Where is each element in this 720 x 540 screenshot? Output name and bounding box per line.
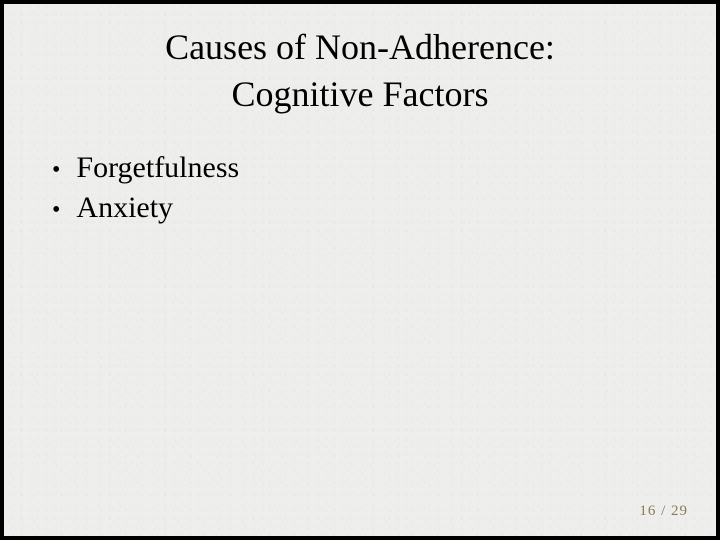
page-total: 29 [671,503,688,519]
bullet-text: Forgetfulness [76,148,239,189]
title-line-1: Causes of Non-Adherence: [44,24,676,71]
slide-container: Causes of Non-Adherence: Cognitive Facto… [0,0,720,540]
bullet-text: Anxiety [76,188,173,229]
bullet-list: • Forgetfulness • Anxiety [4,118,716,229]
bullet-icon: • [52,194,60,226]
title-area: Causes of Non-Adherence: Cognitive Facto… [4,4,716,118]
page-separator: / [656,503,671,519]
list-item: • Anxiety [52,188,716,229]
title-line-2: Cognitive Factors [44,71,676,118]
list-item: • Forgetfulness [52,148,716,189]
page-current: 16 [639,503,656,519]
bullet-icon: • [52,154,60,186]
page-number: 16 / 29 [639,503,688,520]
